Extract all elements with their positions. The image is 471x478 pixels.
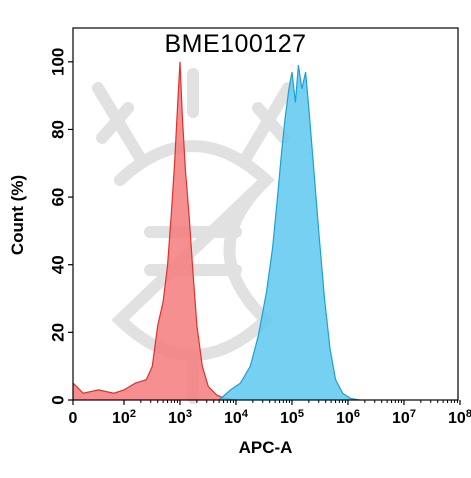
x-tick-label: 103 [168, 408, 192, 427]
series-2-outline [218, 65, 360, 401]
series-1-outline [72, 61, 237, 401]
x-tick-label: 108 [448, 408, 471, 427]
y-tick-label: 80 [49, 120, 68, 139]
y-tick-label: 100 [49, 48, 68, 76]
x-tick-label: 107 [392, 408, 416, 427]
series-2-area [219, 65, 360, 400]
y-tick-label: 40 [49, 255, 68, 274]
x-tick-label: 0 [69, 410, 78, 427]
y-tick-label: 0 [49, 395, 68, 404]
x-tick-label: 105 [280, 408, 304, 427]
x-tick-label: 104 [224, 408, 249, 427]
plot-frame [72, 27, 459, 401]
x-tick-label: 106 [336, 408, 360, 427]
series-1-area [73, 61, 236, 401]
x-axis-label: APC-A [238, 438, 293, 457]
x-tick-label: 102 [112, 408, 136, 427]
y-tick-label: 60 [49, 188, 68, 207]
y-axis-label: Count (%) [8, 174, 27, 256]
chart-title: BME100127 [164, 30, 307, 58]
y-tick-label: 20 [49, 323, 68, 342]
